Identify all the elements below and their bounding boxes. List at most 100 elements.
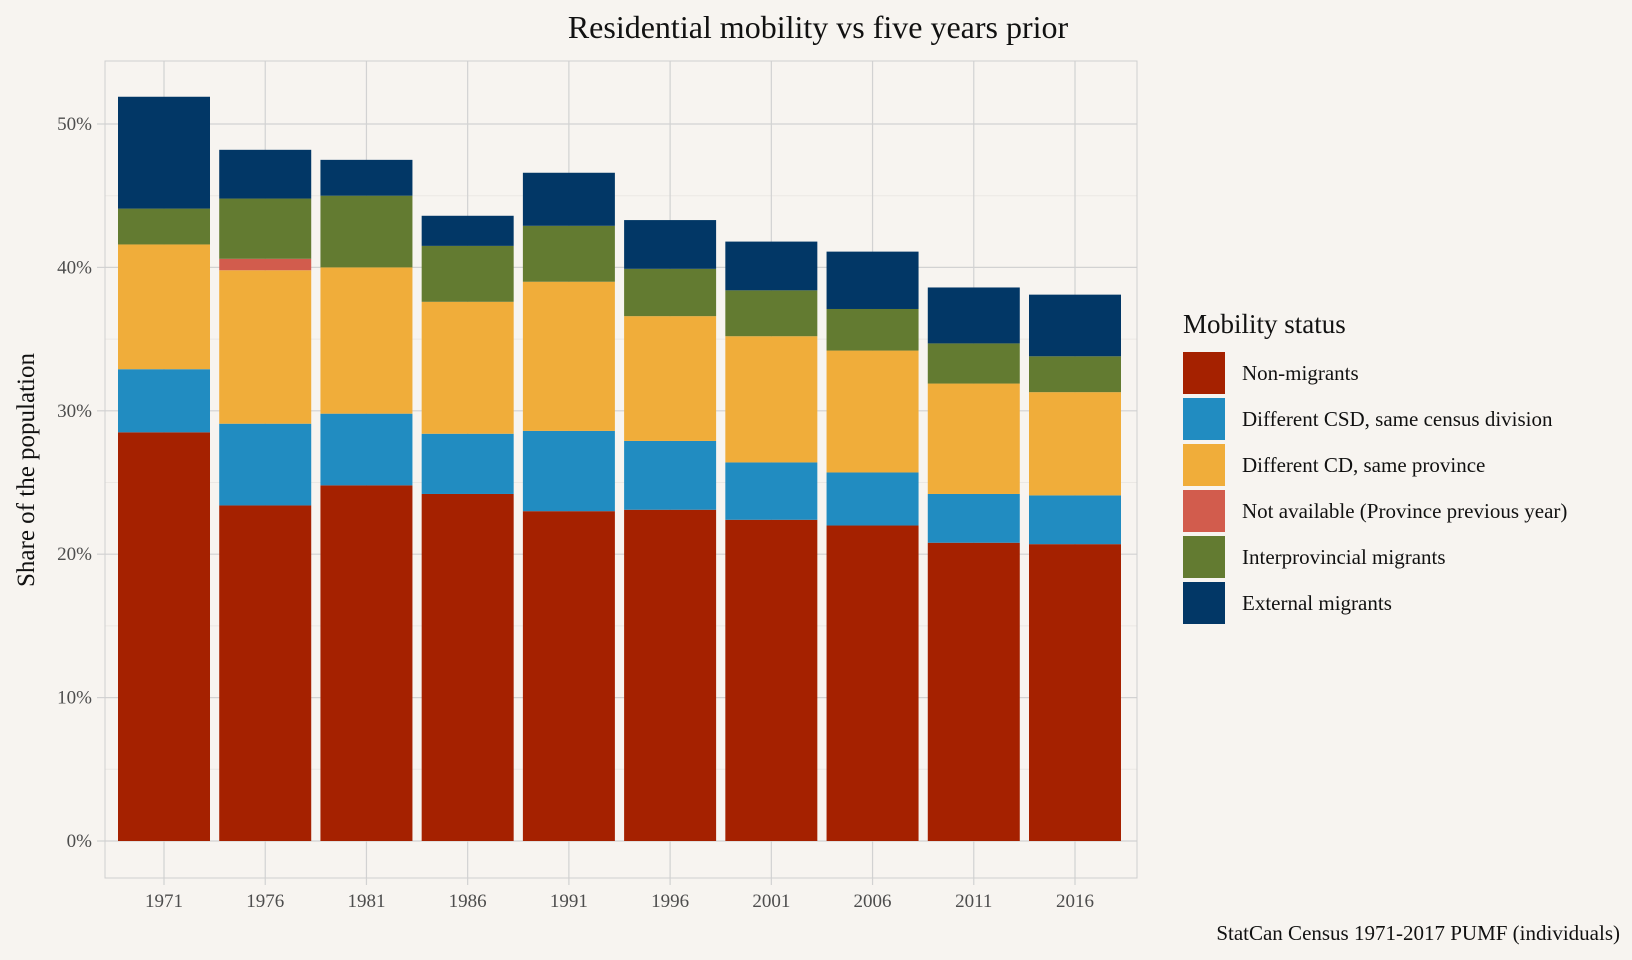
bar-segment (421, 245, 514, 302)
x-tick-label: 1971 (145, 891, 183, 912)
y-tick-label: 0% (67, 831, 93, 852)
x-tick-label: 1976 (246, 891, 284, 912)
bar-segment (927, 287, 1020, 344)
legend-label: Interprovincial migrants (1242, 545, 1446, 569)
bar-segment (624, 440, 717, 510)
x-tick-label: 1991 (550, 891, 588, 912)
bar-segment (522, 172, 615, 226)
bar-segment (927, 493, 1020, 543)
bar-segment (421, 433, 514, 494)
bar-segment (826, 308, 919, 351)
y-tick-label: 30% (57, 401, 92, 422)
bar-segment (219, 198, 312, 259)
bar-segment (826, 350, 919, 473)
bar-stack-1976 (219, 149, 312, 841)
bar-segment (118, 244, 210, 370)
legend-title: Mobility status (1183, 309, 1346, 339)
bar-segment (320, 267, 413, 414)
bar-segment (624, 268, 717, 317)
plot-bars (118, 96, 1121, 841)
bar-segment (1029, 544, 1121, 841)
legend-swatch (1183, 490, 1225, 532)
bar-segment (725, 462, 818, 520)
bar-segment (522, 430, 615, 512)
y-tick-label: 10% (57, 688, 92, 709)
bar-segment (421, 301, 514, 434)
bar-segment (725, 241, 818, 291)
bar-segment (1029, 294, 1121, 357)
x-tick-label: 1981 (347, 891, 385, 912)
legend-label: Not available (Province previous year) (1242, 499, 1567, 523)
bar-segment (320, 413, 413, 486)
legend-item: Different CSD, same census division (1183, 398, 1553, 440)
bar-segment (927, 542, 1020, 841)
legend-label: Different CSD, same census division (1242, 407, 1553, 431)
bar-stack-1971 (118, 96, 210, 841)
bar-segment (522, 281, 615, 431)
x-tick-label: 2001 (752, 891, 790, 912)
legend-item: External migrants (1183, 582, 1392, 624)
bar-segment (522, 225, 615, 282)
bar-segment (826, 251, 919, 309)
legend-swatch (1183, 582, 1225, 624)
legend-label: External migrants (1242, 591, 1392, 615)
bar-stack-2006 (826, 251, 919, 841)
bar-segment (725, 290, 818, 337)
x-tick-label: 2011 (955, 891, 992, 912)
legend-swatch (1183, 398, 1225, 440)
bar-segment (118, 369, 210, 433)
legend-item: Interprovincial migrants (1183, 536, 1446, 578)
chart-title: Residential mobility vs five years prior (568, 9, 1069, 45)
bar-segment (219, 505, 312, 841)
bar-segment (421, 215, 514, 246)
legend-swatch (1183, 536, 1225, 578)
bar-segment (320, 159, 413, 196)
bar-segment (219, 270, 312, 424)
legend-item: Different CD, same province (1183, 444, 1485, 486)
bar-segment (624, 509, 717, 841)
bar-segment (725, 519, 818, 841)
legend-item: Not available (Province previous year) (1183, 490, 1567, 532)
bar-segment (624, 220, 717, 269)
bar-segment (219, 423, 312, 506)
bar-stack-1981 (320, 159, 413, 841)
bar-segment (219, 149, 312, 199)
bar-stack-2016 (1029, 294, 1121, 841)
bar-stack-1986 (421, 215, 514, 841)
bar-stack-2011 (927, 287, 1020, 841)
x-tick-label: 1996 (651, 891, 689, 912)
legend-label: Non-migrants (1242, 361, 1359, 385)
legend-item: Non-migrants (1183, 352, 1359, 394)
chart-caption: StatCan Census 1971-2017 PUMF (individua… (1216, 921, 1620, 945)
x-tick-label: 2006 (854, 891, 892, 912)
bar-segment (927, 383, 1020, 494)
x-tick-label: 1986 (449, 891, 487, 912)
y-tick-label: 20% (57, 544, 92, 565)
bar-segment (219, 258, 312, 271)
y-axis: 0% 10% 20% 30% 40% 50% (57, 114, 105, 852)
bar-segment (1029, 495, 1121, 545)
y-axis-title: Share of the population (13, 353, 40, 587)
bar-segment (1029, 356, 1121, 393)
y-tick-label: 50% (57, 114, 92, 135)
bar-segment (826, 525, 919, 841)
bar-stack-1996 (624, 220, 717, 841)
plot-panel-border (104, 60, 1138, 879)
y-tick-label: 40% (57, 257, 92, 278)
bar-segment (118, 96, 210, 209)
bar-segment (118, 432, 210, 841)
bar-segment (118, 208, 210, 245)
legend-swatch (1183, 352, 1225, 394)
bar-stack-2001 (725, 241, 818, 841)
bar-segment (320, 195, 413, 268)
legend-label: Different CD, same province (1242, 453, 1485, 477)
legend-swatch (1183, 444, 1225, 486)
bar-segment (725, 336, 818, 463)
x-axis: 1971 1976 1981 1986 1991 1996 2001 2006 2011 2016 (145, 878, 1094, 912)
legend: Non-migrants Different CSD, same census d… (1183, 352, 1567, 624)
bar-stack-1991 (522, 172, 615, 841)
bar-segment (320, 485, 413, 841)
bar-segment (624, 316, 717, 441)
